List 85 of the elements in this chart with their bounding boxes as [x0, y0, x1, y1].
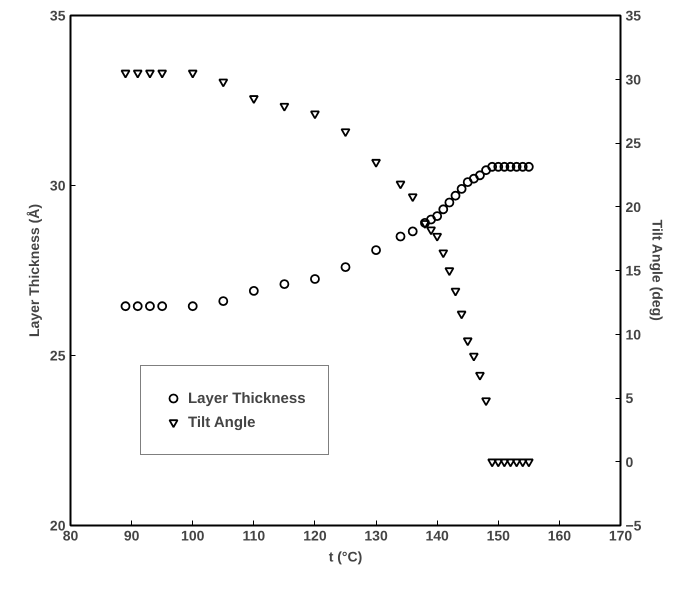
y2-tick-label: 5	[626, 390, 634, 406]
point	[438, 204, 448, 214]
point	[408, 226, 418, 236]
x-tick-label: 90	[124, 528, 140, 544]
point	[524, 458, 534, 468]
point	[456, 310, 467, 320]
x-axis-title: t (°C)	[328, 548, 362, 564]
point	[462, 177, 473, 187]
point	[506, 458, 516, 468]
y2-tick-label: 10	[626, 326, 642, 342]
point	[340, 262, 350, 272]
y2-tick-label: 20	[626, 198, 642, 215]
point	[157, 301, 168, 312]
point	[432, 232, 442, 242]
point	[432, 211, 442, 221]
x-tick-label: 150	[486, 528, 510, 544]
point	[310, 274, 320, 284]
point	[426, 214, 436, 224]
point	[279, 279, 290, 289]
point	[340, 128, 350, 138]
point	[444, 198, 454, 208]
point	[371, 158, 381, 168]
point	[512, 458, 522, 468]
point	[450, 288, 460, 296]
y2-tick-label: 25	[626, 135, 642, 151]
y-axis-title: Layer Thickness (Å)	[26, 204, 42, 338]
point	[145, 70, 155, 78]
point	[310, 110, 320, 120]
point	[120, 301, 130, 312]
point	[506, 162, 516, 172]
point	[145, 301, 155, 312]
x-tick-label: 170	[608, 528, 632, 544]
x-tick-label: 140	[425, 528, 450, 544]
point	[218, 78, 228, 88]
y-tick-label: 25	[50, 348, 66, 364]
legend-label: Layer Thickness	[188, 390, 306, 406]
point	[132, 70, 143, 78]
y2-tick-label: 30	[626, 71, 642, 88]
legend-label: Tilt Angle	[188, 414, 256, 430]
point	[120, 70, 130, 78]
point	[475, 372, 485, 381]
point	[493, 162, 504, 172]
point	[499, 458, 510, 468]
x-tick-label: 130	[364, 528, 388, 544]
y2-axis-title: Tilt Angle (deg)	[649, 220, 666, 321]
point	[462, 337, 473, 346]
point	[493, 458, 504, 468]
point	[188, 301, 198, 312]
point	[450, 190, 460, 201]
point	[444, 267, 454, 276]
point	[279, 102, 290, 112]
point	[396, 232, 406, 242]
y2-tick-label: 15	[626, 262, 642, 278]
point	[499, 162, 510, 172]
point	[487, 458, 498, 468]
point	[188, 70, 198, 78]
point	[157, 70, 168, 78]
point	[371, 245, 381, 255]
point	[248, 286, 259, 296]
y-tick-label: 35	[50, 8, 66, 24]
y2-tick-label: 0	[626, 454, 634, 470]
y-tick-label: 30	[50, 178, 66, 194]
x-tick-label: 100	[181, 528, 205, 544]
point	[487, 162, 498, 172]
point	[456, 184, 467, 194]
point	[248, 95, 259, 104]
x-tick-label: 110	[242, 528, 266, 544]
point	[518, 162, 528, 172]
point	[438, 249, 448, 258]
y2-tick-label: 35	[626, 8, 642, 24]
point	[518, 458, 528, 468]
point	[396, 180, 406, 190]
x-tick-label: 120	[303, 528, 327, 544]
point	[132, 301, 143, 312]
point	[408, 193, 418, 202]
point	[524, 162, 534, 172]
point	[475, 170, 485, 180]
point	[481, 165, 491, 176]
point	[512, 162, 522, 172]
point	[481, 397, 491, 406]
x-tick-label: 160	[548, 528, 572, 544]
point	[468, 174, 479, 184]
point	[218, 296, 228, 306]
point	[468, 352, 479, 362]
point	[426, 226, 436, 236]
